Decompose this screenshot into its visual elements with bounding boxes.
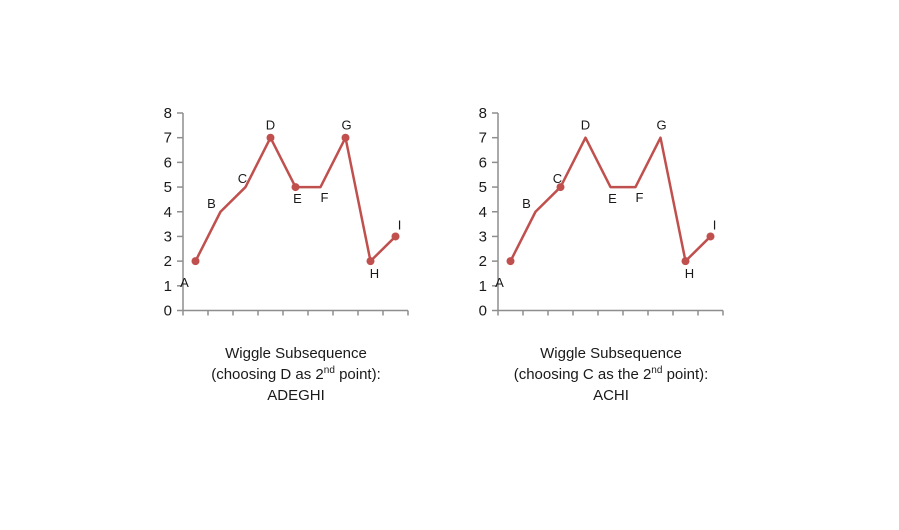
point-label-B: B [207, 196, 216, 211]
caption-achi: Wiggle Subsequence (choosing C as the 2n… [470, 343, 752, 406]
point-label-G: G [656, 118, 666, 133]
data-point-marker-E [291, 183, 300, 192]
y-axis-tick-label: 8 [479, 105, 487, 122]
caption-line1: Wiggle Subsequence [225, 345, 367, 362]
y-axis-tick-label: 2 [164, 253, 172, 270]
data-point-marker-I [706, 232, 715, 241]
data-point-marker-G [341, 133, 350, 142]
wiggle-chart-adeghi: 0 1 2 3 4 5 6 7 8 A B C D E F G H I [164, 105, 409, 320]
point-label-I: I [713, 217, 717, 232]
y-axis-tick-label: 7 [479, 130, 487, 147]
caption-subsequence: ADEGHI [267, 387, 325, 404]
point-label-F: F [636, 190, 644, 205]
point-label-D: D [581, 118, 590, 133]
point-label-A: A [180, 275, 189, 290]
y-axis-tick-label: 4 [164, 204, 172, 221]
point-label-E: E [293, 191, 302, 206]
data-point-marker-I [391, 232, 400, 241]
y-axis-tick-label: 3 [164, 228, 172, 245]
y-axis-tick-label: 5 [164, 179, 172, 196]
point-label-E: E [608, 191, 617, 206]
y-axis-tick-label: 1 [479, 278, 487, 295]
point-label-F: F [321, 190, 329, 205]
caption-line2: (choosing D as 2nd point): [211, 365, 381, 384]
ordinal-superscript: nd [323, 365, 335, 376]
y-axis-tick-label: 2 [479, 253, 487, 270]
data-point-marker-A [191, 257, 200, 266]
data-point-marker-D [266, 133, 275, 142]
point-label-D: D [266, 118, 275, 133]
point-label-G: G [341, 118, 351, 133]
y-axis-tick-label: 7 [164, 130, 172, 147]
point-label-B: B [522, 196, 531, 211]
y-axis-tick-label: 8 [164, 105, 172, 122]
caption-adeghi: Wiggle Subsequence (choosing D as 2nd po… [155, 343, 437, 406]
y-axis-tick-label: 3 [479, 228, 487, 245]
caption-line2: (choosing C as the 2nd point): [513, 365, 709, 384]
point-label-H: H [685, 266, 694, 281]
y-axis-tick-label: 6 [164, 154, 172, 171]
point-label-I: I [398, 217, 402, 232]
point-label-C: C [553, 171, 562, 186]
series-line [509, 136, 712, 263]
point-label-A: A [495, 275, 504, 290]
y-axis-tick-label: 4 [479, 204, 487, 221]
y-axis-tick-label: 0 [479, 303, 487, 320]
data-point-marker-A [506, 257, 515, 266]
caption-subsequence: ACHI [593, 387, 629, 404]
point-label-H: H [370, 266, 379, 281]
y-axis-tick-label: 5 [479, 179, 487, 196]
y-axis-tick-label: 6 [479, 154, 487, 171]
point-label-C: C [238, 171, 247, 186]
ordinal-superscript: nd [651, 365, 663, 376]
data-point-marker-H [681, 257, 690, 266]
y-axis-tick-label: 0 [164, 303, 172, 320]
y-axis-tick-label: 1 [164, 278, 172, 295]
data-point-marker-C [556, 183, 565, 192]
caption-line1: Wiggle Subsequence [540, 345, 682, 362]
wiggle-chart-achi: 0 1 2 3 4 5 6 7 8 A B C D E F G H I [479, 105, 724, 320]
data-point-marker-H [366, 257, 375, 266]
